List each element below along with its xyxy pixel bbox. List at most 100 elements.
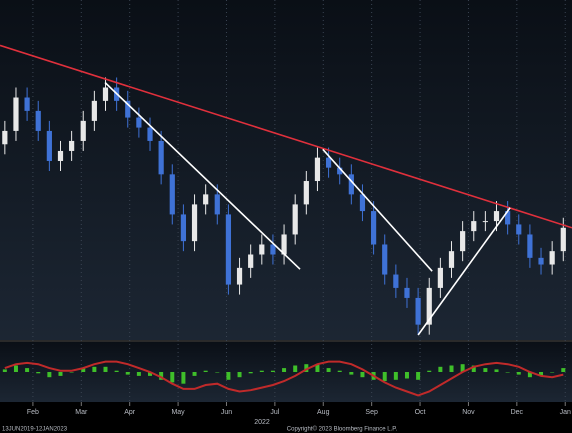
candle-body [136,117,142,128]
x-tick-label: Apr [124,409,136,416]
histogram-bar [237,372,242,378]
histogram-bar [13,365,18,372]
x-tick-label: Sep [365,409,378,416]
histogram-bar [516,372,521,375]
candle-body [203,194,209,205]
histogram-bar [25,368,30,372]
histogram-bar [81,368,86,372]
histogram-bar [192,372,197,376]
x-tick-label: Mar [75,409,88,416]
candle-body [393,274,399,288]
histogram-bar [315,364,320,372]
histogram-bar [170,372,175,383]
candle-body [370,211,377,245]
oscillator-line [4,360,564,397]
histogram-bar [2,369,7,372]
histogram-bar [471,365,476,372]
trendline [104,81,301,270]
x-tick-label: Feb [27,409,39,416]
candle-body [359,194,366,212]
x-tick-label: May [171,409,185,416]
candle-body [236,267,243,285]
histogram-bar [248,372,253,374]
candle-body [460,231,466,252]
histogram-bar [550,372,555,373]
price-panel [0,0,572,340]
histogram-bar [404,372,409,379]
histogram-bar [47,372,52,378]
candle-body [35,110,41,131]
histogram-bar [360,372,365,378]
histogram-bar [483,368,488,372]
x-tick-label: Jan [560,409,571,416]
histogram-bar [215,372,220,373]
histogram-bar [282,368,287,372]
candle-body [125,100,131,118]
candle-body [214,194,220,215]
candle-body [225,214,232,285]
candle-body [493,211,500,222]
histogram-bar [505,372,510,373]
histogram-bar [125,372,130,375]
histogram-bar [349,372,354,375]
candle-body [69,140,75,151]
histogram-bar [136,372,141,376]
year-label: 2022 [254,419,270,426]
candle-body [102,87,109,101]
candle-body [482,221,488,223]
candle-body [46,130,52,161]
candle-body [505,211,511,225]
candle-body [538,257,544,265]
candle-body [404,287,410,298]
histogram-bar [270,370,275,372]
histogram-bar [326,368,331,372]
histogram-bar [527,372,532,378]
histogram-bar [226,372,231,380]
histogram-bar [539,372,544,376]
candle-body [415,297,421,325]
trendline [322,148,433,272]
copyright: Copyright© 2023 Bloomberg Finance L.P. [287,426,398,433]
candle-body [437,267,443,288]
histogram-bar [494,369,499,372]
candle-body [281,234,287,255]
candle-body [325,157,332,168]
histogram-bar [69,372,74,373]
candle-body [549,251,555,265]
histogram-bar [148,372,153,376]
histogram-bar [460,364,465,372]
x-tick-label: Aug [317,409,330,416]
candle-body [337,167,343,175]
histogram-bar [561,368,566,372]
histogram-bar [304,364,309,372]
candle-body [158,140,164,175]
histogram-bar [114,370,119,372]
histogram-bar [416,372,421,380]
candle-body [448,251,455,268]
histogram-bar [259,370,264,372]
x-tick-label: Jun [221,409,232,416]
candle-body [382,244,388,275]
x-tick-label: Dec [511,409,524,416]
histogram-bar [181,372,186,384]
histogram-bar [36,372,41,374]
histogram-bar [92,366,97,372]
candle-body [147,127,153,141]
histogram-bar [58,372,63,376]
candle-body [91,100,97,121]
candle-body [292,204,298,235]
candle-body [259,244,265,255]
histogram-bar [393,372,398,380]
x-tick-label: Jul [270,409,279,416]
range-label: 13JUN2019-12JAN2023 [2,427,68,433]
candle-body [426,287,432,325]
candle-body [248,254,254,268]
candle-body [471,221,477,232]
histogram-bar [159,372,164,380]
histogram-bar [382,372,387,382]
histogram-bar [103,366,108,372]
candle-body [560,227,566,252]
candle-body [516,224,522,235]
histogram-bar [449,365,454,372]
